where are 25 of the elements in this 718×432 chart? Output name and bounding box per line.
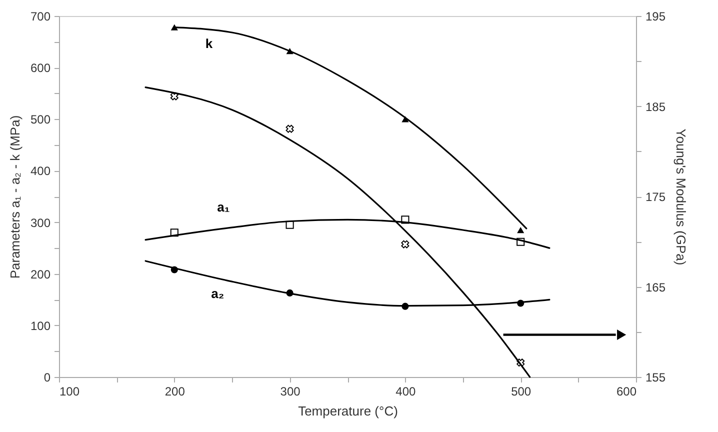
y-tick-label: 100 (30, 318, 51, 333)
y-tick-label: 0 (44, 370, 51, 384)
x-tick-label: 400 (396, 384, 416, 398)
x-tick-label: 600 (616, 384, 637, 398)
y2-tick-label: 195 (646, 10, 666, 24)
x-tick-label: 100 (60, 384, 80, 398)
annotation: a₂ (211, 286, 224, 301)
y-tick-label: 700 (30, 10, 51, 24)
y-tick-label: 400 (30, 164, 51, 178)
y-tick-label: 500 (30, 112, 51, 127)
x-tick-label: 500 (511, 384, 532, 398)
annotation: a₁ (217, 200, 230, 215)
x-tick-label: 300 (280, 384, 301, 398)
y2-tick-label: 185 (646, 100, 666, 114)
y-tick-label: 200 (30, 267, 51, 282)
y-tick-label: 300 (30, 216, 51, 230)
y2-tick-label: 155 (646, 370, 666, 384)
y2-tick-label: 165 (646, 280, 666, 294)
annotation: k (205, 36, 214, 51)
x-tick-label: 200 (164, 384, 186, 398)
y2-axis-title: Young's Modulus (GPa) (674, 128, 689, 266)
y2-tick-label: 175 (646, 190, 666, 204)
y-axis-title: Parameters a₁ - a₂ - k (MPa) (7, 115, 22, 279)
y-tick-label: 600 (30, 61, 51, 76)
x-axis-title: Temperature (°C) (298, 404, 398, 418)
